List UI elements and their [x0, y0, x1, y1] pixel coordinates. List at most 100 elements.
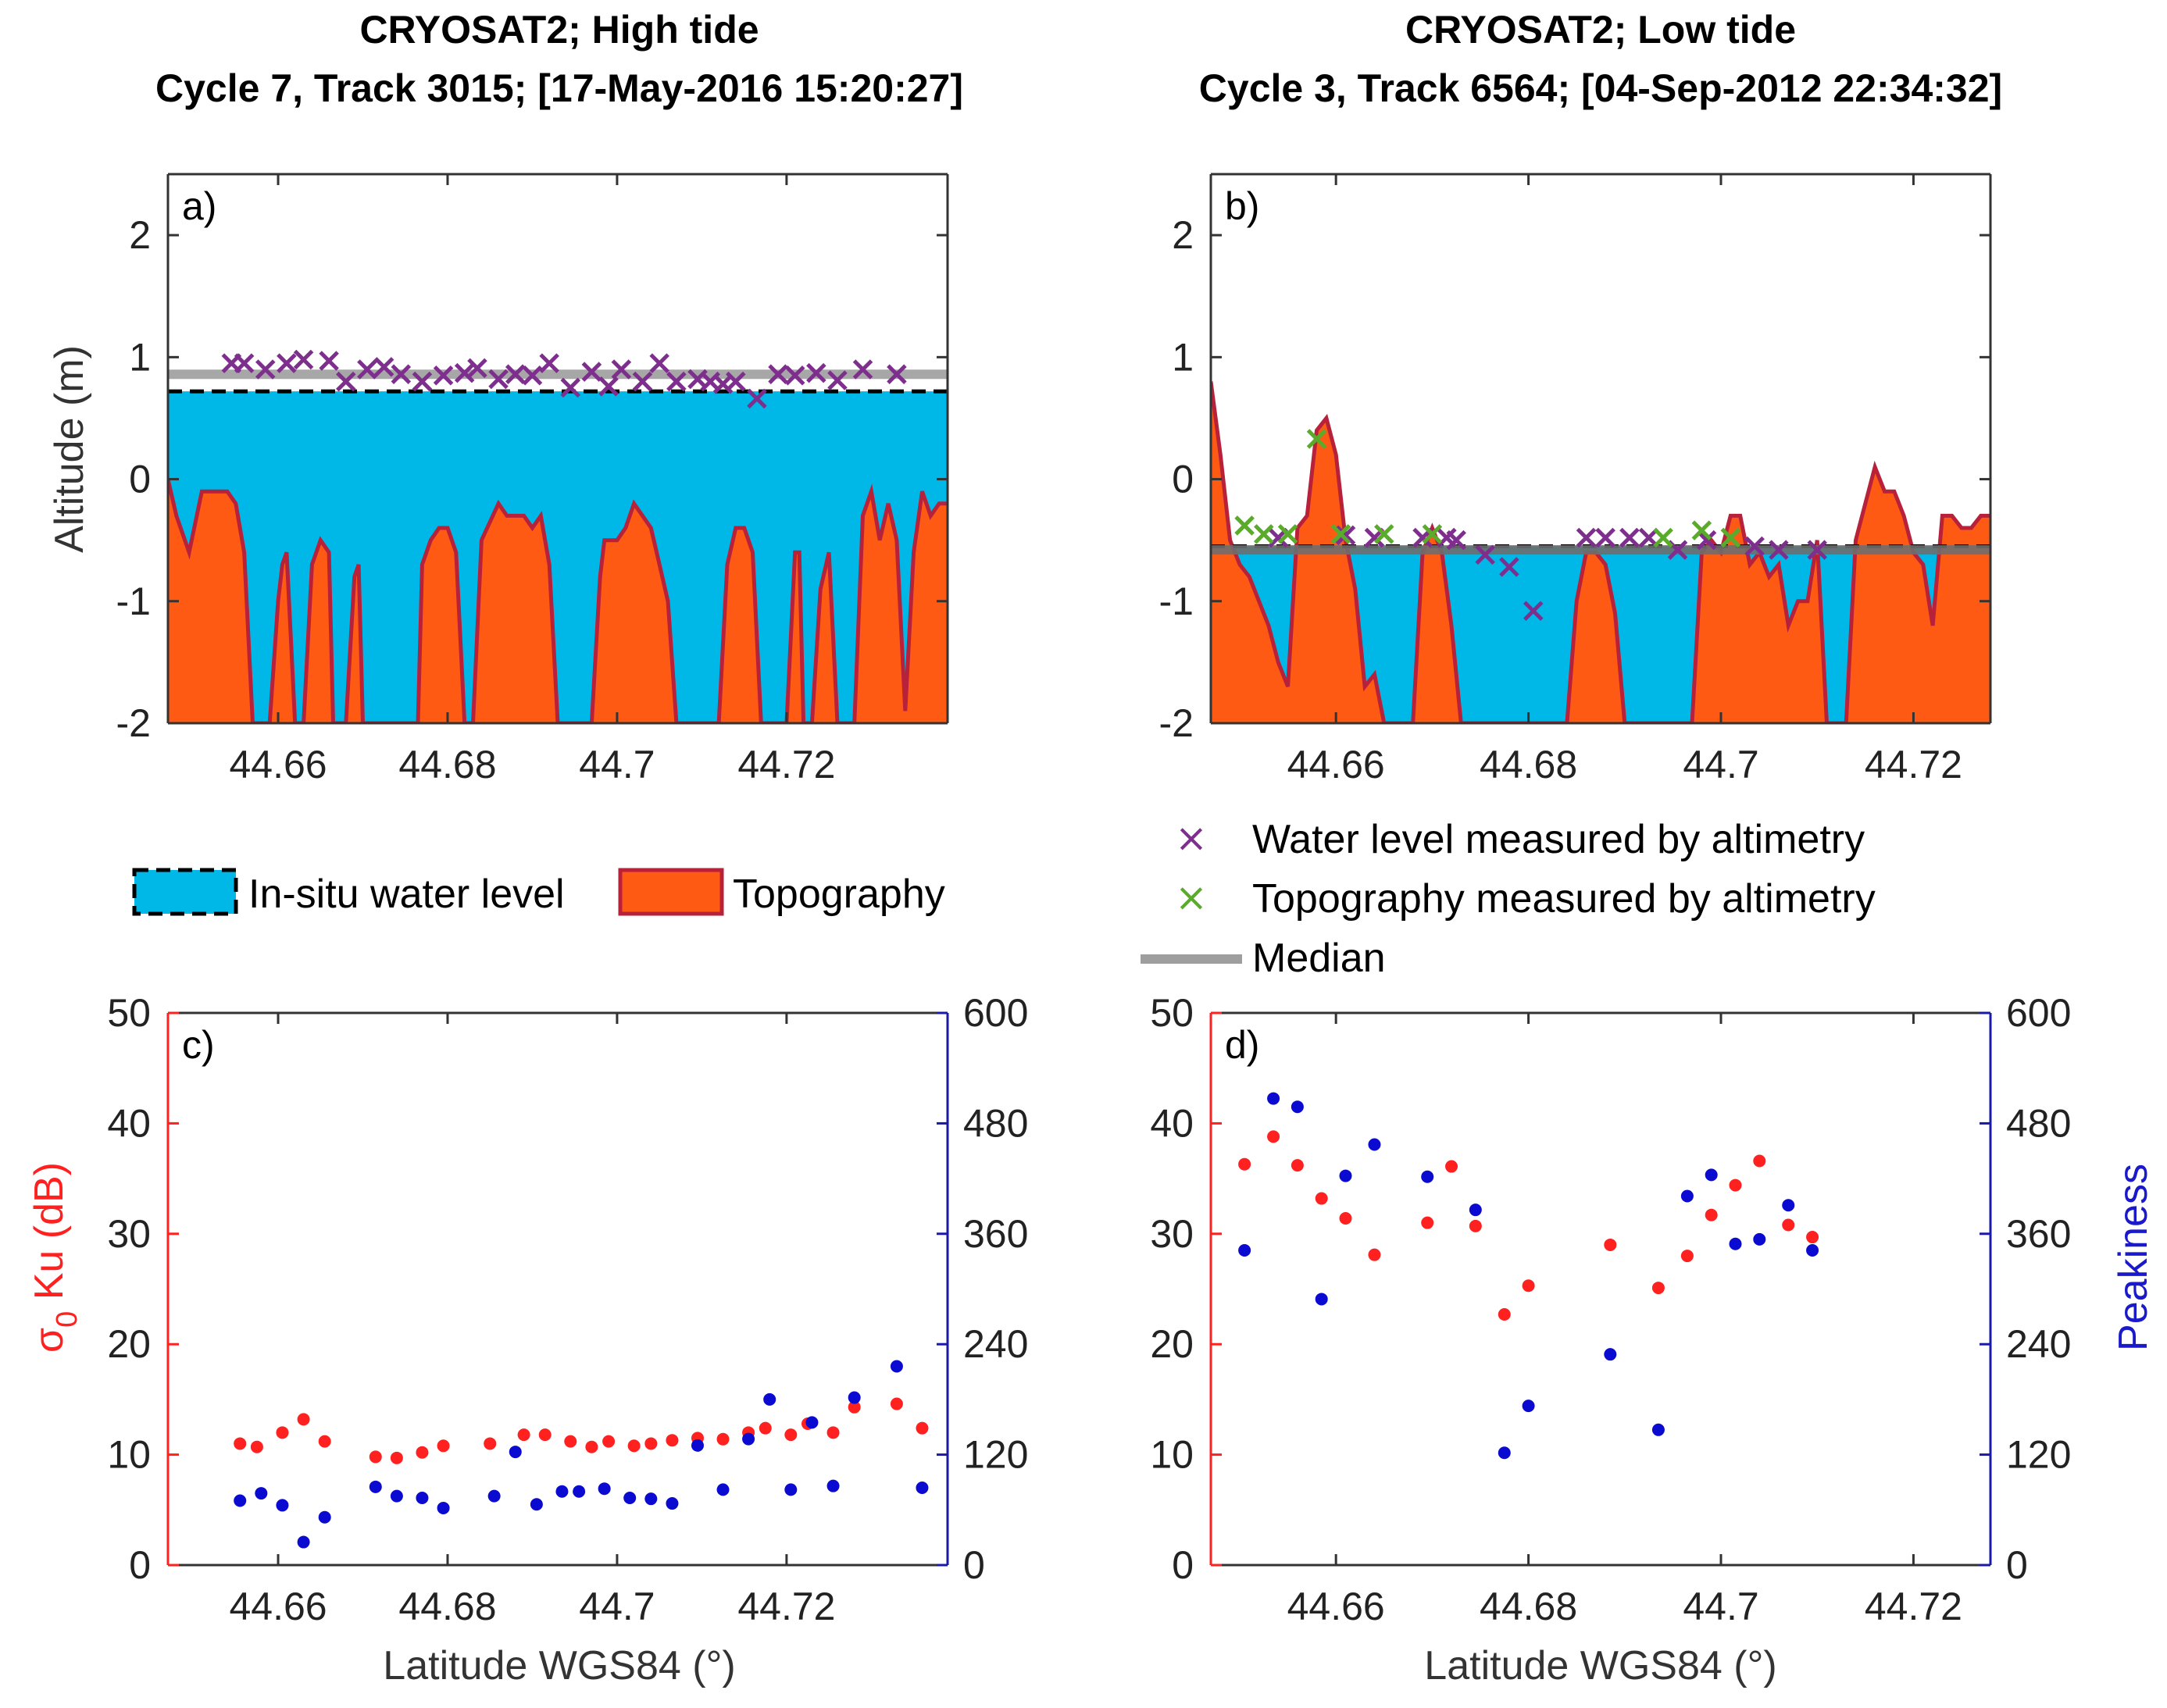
y2-tick-label: 360 — [2006, 1212, 2071, 1256]
y2-tick-label: 240 — [963, 1322, 1028, 1366]
peakiness-point — [1368, 1138, 1381, 1151]
legend-insitu-swatch — [132, 868, 238, 916]
sigma0-point — [1753, 1154, 1766, 1168]
y2-tick-label: 120 — [2006, 1433, 2071, 1477]
x-tick-label: 44.68 — [1480, 1585, 1577, 1628]
y-tick-label: 0 — [1172, 458, 1194, 501]
peakiness-point — [1651, 1423, 1665, 1436]
sigma-symbol: σ — [27, 1328, 72, 1353]
altitude-axis-label: Altitude (m) — [47, 345, 92, 553]
panel-a-high-tide-altitude: 44.66 44.68 44.7 44.72 -2 -1 0 1 2 a) — [116, 173, 949, 786]
peakiness-point — [390, 1489, 403, 1503]
topography-altimetry-marker — [1330, 524, 1351, 544]
sigma0-point — [848, 1400, 861, 1414]
panel-label: a) — [182, 184, 216, 228]
sigma0-point — [318, 1435, 331, 1448]
sigma0-point — [759, 1421, 772, 1435]
peakiness-point — [805, 1416, 819, 1429]
sigma0-point — [1782, 1218, 1795, 1232]
water-level-marker — [598, 376, 619, 397]
water-level-marker — [293, 349, 314, 370]
y-tick-label: 1 — [129, 335, 151, 379]
peakiness-point — [255, 1487, 268, 1500]
sigma0-point — [644, 1437, 658, 1450]
x-tick-label: 44.66 — [1287, 743, 1385, 786]
sigma0-point — [1315, 1192, 1328, 1205]
peakiness-point — [1604, 1348, 1617, 1361]
topography-altimetry-marker — [1720, 527, 1741, 548]
water-level-marker — [522, 365, 543, 386]
sigma0-point — [250, 1440, 263, 1453]
peakiness-point — [666, 1497, 679, 1510]
water-level-marker — [1696, 530, 1717, 551]
peakiness-point — [826, 1479, 840, 1492]
sigma-subscript: 0 — [51, 1311, 84, 1328]
x-tick-label: 44.72 — [1865, 743, 1962, 786]
sigma0-point — [369, 1450, 382, 1464]
water-level-marker — [581, 362, 602, 382]
y-tick-label: -2 — [116, 701, 151, 745]
water-level-marker — [277, 353, 297, 373]
water-level-marker — [319, 351, 339, 371]
y-tick-label: 2 — [1172, 213, 1194, 257]
peakiness-point — [318, 1510, 331, 1524]
sigma0-point — [1238, 1157, 1251, 1171]
peakiness-point — [691, 1439, 704, 1452]
water-level-marker — [539, 353, 559, 373]
peakiness-point — [916, 1482, 929, 1495]
water-level-marker — [806, 362, 826, 383]
peakiness-point — [369, 1480, 382, 1493]
sigma0-point — [538, 1428, 552, 1442]
y2-tick-label: 480 — [2006, 1101, 2071, 1145]
peakiness-point — [1469, 1203, 1482, 1217]
peakiness-point — [784, 1483, 798, 1496]
sigma-label-rest: Ku (dB) — [27, 1162, 72, 1311]
peakiness-axis-label: Peakiness — [2111, 1164, 2156, 1351]
peakiness-point — [598, 1482, 611, 1496]
panel-label: d) — [1225, 1023, 1259, 1067]
sigma0-point — [437, 1439, 450, 1453]
sigma0-point — [390, 1451, 403, 1464]
y2-tick-label: 360 — [963, 1212, 1028, 1256]
sigma0-point — [1445, 1160, 1458, 1173]
water-level-marker — [433, 365, 454, 386]
peakiness-point — [848, 1391, 861, 1404]
x-tick-label: 44.68 — [398, 743, 496, 786]
panel-b-low-tide-altitude: 44.66 44.68 44.7 44.72 -2 -1 0 1 2 b) — [1159, 173, 1992, 786]
peakiness-point — [573, 1485, 586, 1498]
peakiness-point — [1238, 1244, 1251, 1257]
peakiness-point — [644, 1492, 658, 1506]
sigma0-point — [1368, 1248, 1381, 1261]
peakiness-point — [297, 1535, 310, 1549]
x-tick-label: 44.66 — [229, 743, 327, 786]
peakiness-point — [742, 1432, 755, 1446]
sigma0-point — [1604, 1238, 1617, 1251]
peakiness-point — [1782, 1199, 1795, 1212]
water-level-marker — [649, 353, 669, 373]
y-tick-label: 0 — [1172, 1543, 1194, 1587]
legend-topo-marker: × — [1175, 875, 1208, 920]
sigma0-point — [585, 1440, 598, 1453]
x-tick-label: 44.72 — [737, 743, 835, 786]
water-level-marker — [666, 371, 687, 392]
sigma0-point — [1339, 1212, 1352, 1225]
sigma0-point — [916, 1421, 929, 1435]
sigma0-point — [784, 1428, 798, 1442]
water-level-marker — [505, 364, 526, 384]
title-b-line2: Cycle 3, Track 6564; [04-Sep-2012 22:34:… — [1199, 66, 2002, 110]
topography-altimetry-marker — [1653, 527, 1673, 548]
water-level-marker — [467, 358, 487, 379]
water-level-marker — [852, 359, 873, 380]
plot-area-b — [1211, 381, 1990, 723]
water-level-marker — [632, 371, 653, 392]
topography-altimetry-marker — [1691, 520, 1712, 540]
y-tick-label: 0 — [129, 458, 151, 501]
topography-altimetry-marker — [1422, 524, 1443, 544]
topography-fill — [168, 479, 948, 723]
water-level-marker — [1769, 540, 1789, 560]
water-level-marker — [1619, 527, 1640, 548]
water-level-marker — [234, 353, 255, 373]
y-tick-label: 20 — [107, 1322, 151, 1366]
topography-altimetry-marker — [1277, 524, 1298, 544]
peakiness-point — [1291, 1100, 1304, 1114]
